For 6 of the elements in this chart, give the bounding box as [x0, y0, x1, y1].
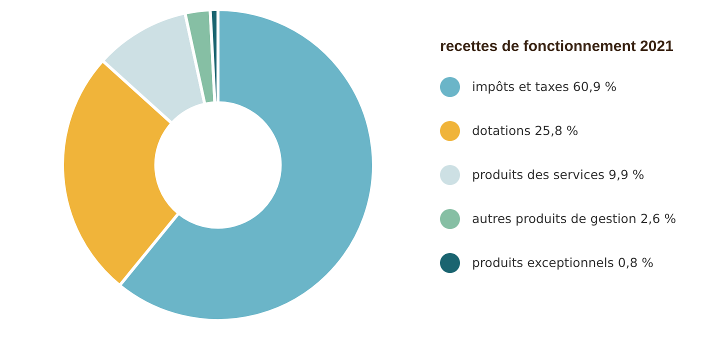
- legend-label: produits des services 9,9 %: [472, 167, 644, 182]
- legend-label: autres produits de gestion 2,6 %: [472, 211, 676, 226]
- legend-label: produits exceptionnels 0,8 %: [472, 255, 654, 270]
- legend-label: impôts et taxes 60,9 %: [472, 79, 617, 94]
- legend-label: dotations 25,8 %: [472, 123, 578, 138]
- text: recettes de fonctionnement 2021: [440, 38, 674, 55]
